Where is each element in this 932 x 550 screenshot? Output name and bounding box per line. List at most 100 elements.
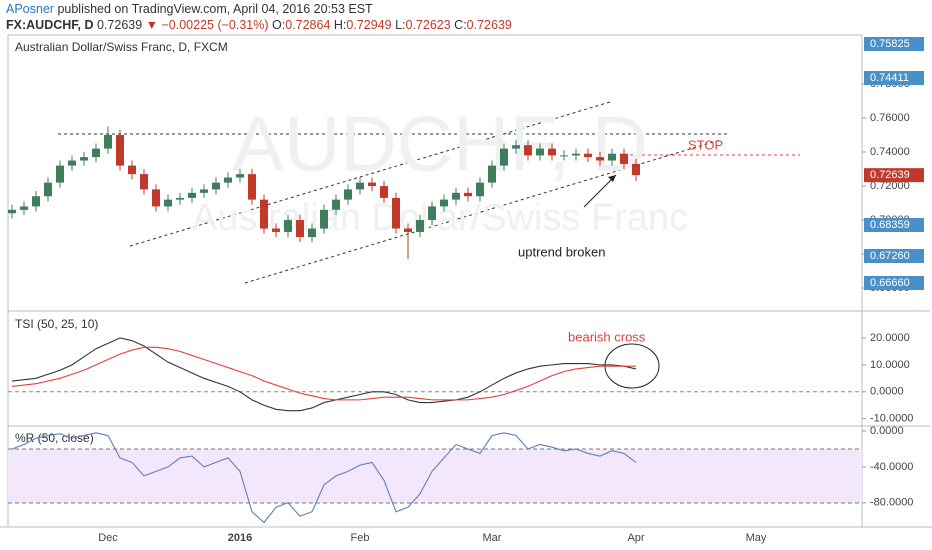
candle-body [80,157,88,161]
candle-body [260,199,268,229]
candle-body [380,186,388,198]
watermark: AUDCHF, D [232,100,648,188]
published: published on TradingView.com, April 04, … [57,2,373,16]
candle-body [32,196,40,207]
candle-body [140,174,148,190]
y-tick-label: 0.0000 [870,386,904,398]
symbol: FX:AUDCHF, D [6,18,94,32]
y-tick-label: 0.76000 [870,112,910,124]
candle-body [152,189,160,207]
candle-body [548,148,556,156]
candle-body [92,148,100,158]
price-tag [864,37,924,51]
panel-title: %R (50, close) [15,431,94,445]
stop-label: STOP [688,137,723,152]
candle-body [212,182,220,190]
candle-body [560,155,568,157]
x-tick-label: Mar [483,532,502,544]
c-label: C: [454,18,467,32]
y-tick-label: -40.0000 [870,461,913,473]
price-tag [864,276,924,290]
arrow [583,174,617,208]
last-price-tag [864,168,924,183]
arrow-head [608,175,616,182]
channel-lower [244,139,721,284]
candle-body [476,182,484,197]
candle-body [296,220,304,238]
candle-body [68,160,76,166]
candle-body [44,182,52,197]
candle-body [104,135,112,149]
candle-body [584,153,592,158]
price-tag-label: 0.67260 [870,250,910,262]
candle-body [392,197,400,229]
x-tick-label: 2016 [228,532,252,544]
price-tag-label: 0.68359 [870,219,910,231]
candle-body [500,148,508,166]
panel-title: Australian Dollar/Swiss Franc, D, FXCM [15,40,228,54]
header-line: APosner published on TradingView.com, Ap… [6,2,373,16]
x-tick-label: Dec [98,532,118,544]
o-label: O: [272,18,286,32]
y-tick-label: 0.72000 [870,180,910,192]
x-tick-label: Apr [627,532,644,544]
candle-body [464,192,472,197]
candle-body [224,177,232,183]
candle-body [308,228,316,238]
candle-body [440,199,448,207]
y-tick-label: 0.0000 [870,425,904,437]
y-tick-label: 0.74000 [870,146,910,158]
candle-body [248,174,256,200]
candle-body [620,153,628,164]
last: 0.72639 [96,18,143,32]
annotation: uptrend broken [518,244,605,259]
line-series [11,432,637,524]
candle-body [356,182,364,190]
x-tick-label: Feb [351,532,370,544]
candle-body [332,199,340,210]
candle-body [116,135,124,166]
high: 0.72949 [346,18,392,32]
candle-body [188,192,196,198]
candle-body [20,206,28,210]
candle-body [572,153,580,156]
candle-body [176,197,184,200]
candle-body [632,163,640,176]
candle-body [368,182,376,187]
price-tag-label: 0.75825 [870,38,910,50]
open: 0.72864 [285,18,331,32]
x-tick-label: May [746,532,767,544]
candle-body [416,220,424,232]
close: 0.72639 [466,18,512,32]
y-tick-label: -80.0000 [870,497,913,509]
panel-title: TSI (50, 25, 10) [15,317,98,331]
candle-body [428,206,436,221]
h-label: H: [333,18,347,32]
candle-body [164,199,172,207]
annotation: bearish cross [568,329,646,344]
last-price-label: 0.72639 [870,169,910,181]
author[interactable]: APosner [6,2,54,16]
y-tick-label: -10.0000 [870,413,913,425]
range-band [8,449,862,503]
candle-body [512,145,520,149]
candle-body [536,148,544,156]
price-tag [864,218,924,232]
price-tag [864,71,924,85]
line-series [11,337,637,412]
y-tick-label: 10.0000 [870,359,910,371]
quote-line: FX:AUDCHF, D 0.72639 ▼ −0.00225 (−0.31%)… [6,18,512,32]
price-tag [864,249,924,263]
candle-body [524,145,532,156]
candle-body [272,228,280,232]
price-tag-label: 0.66660 [870,277,910,289]
candle-body [344,189,352,200]
change: ▼ −0.00225 (−0.31%) [145,18,269,32]
candle-body [596,157,604,161]
candle-body [128,165,136,175]
candle-body [488,165,496,183]
low: 0.72623 [405,18,451,32]
candle-body [236,174,244,178]
